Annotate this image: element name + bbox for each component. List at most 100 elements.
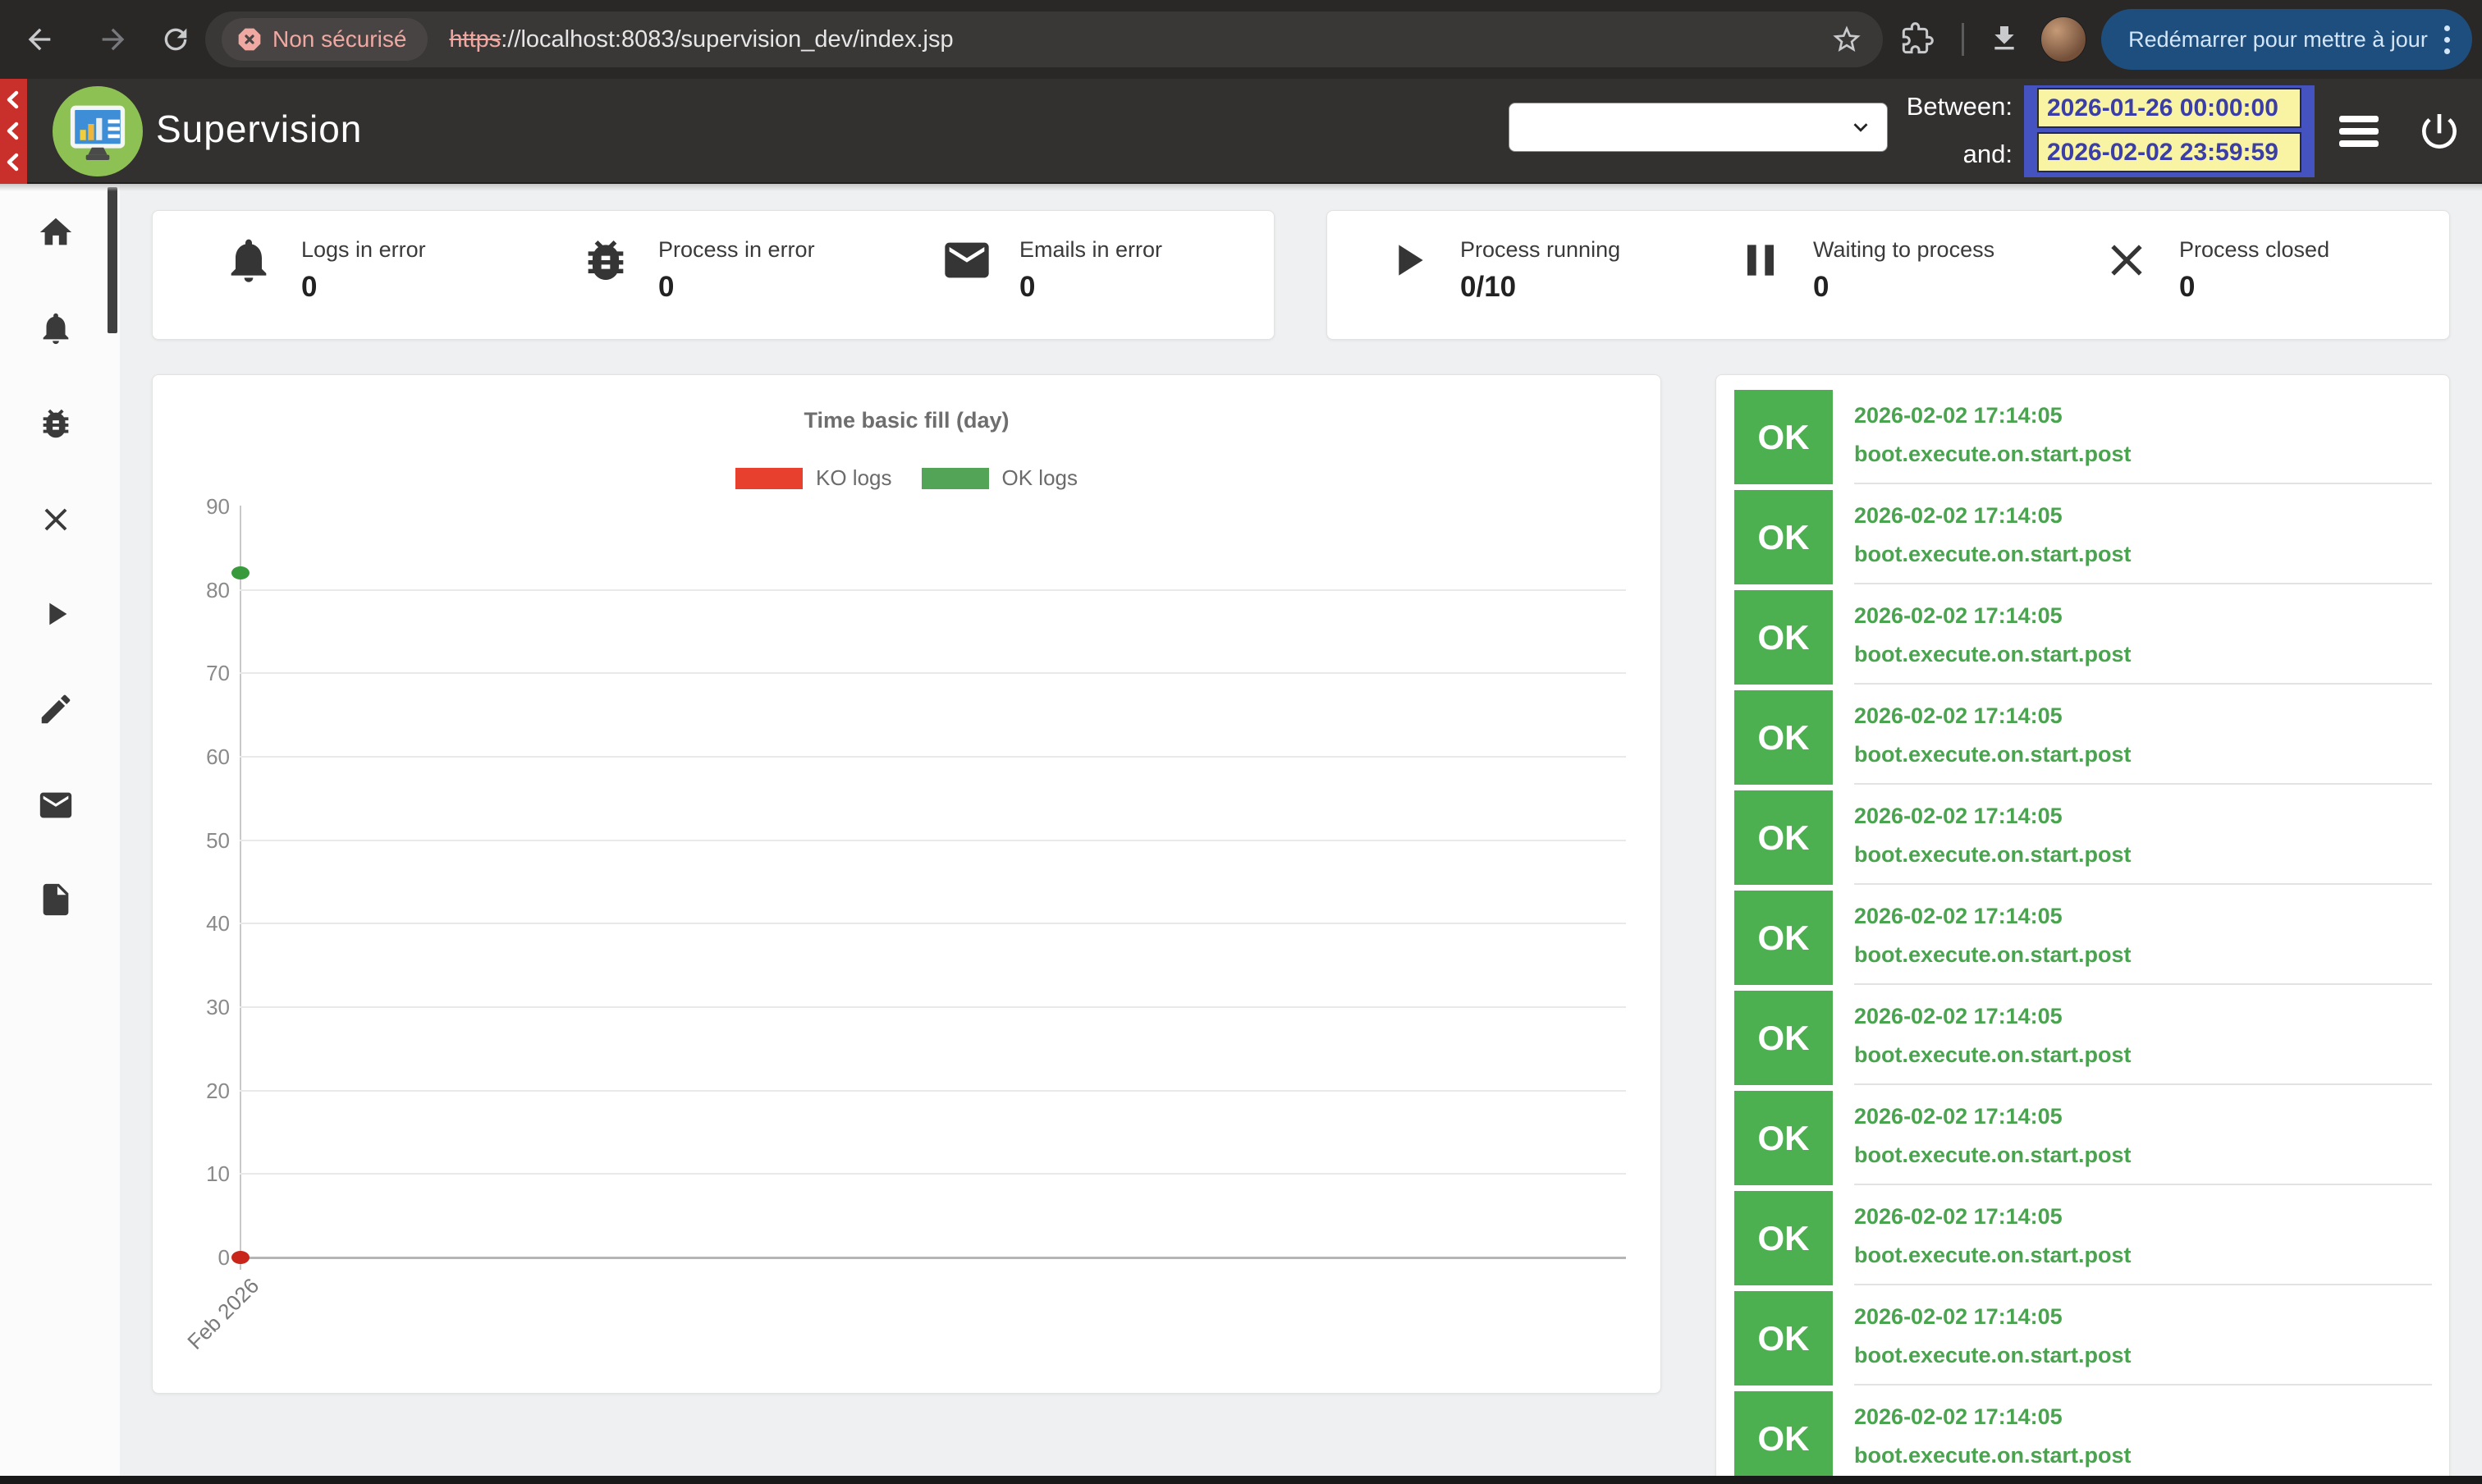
log-rows: OK 2026-02-02 17:14:05 boot.execute.on.sta… <box>1734 390 2432 1483</box>
gridline-0 <box>240 1257 1626 1259</box>
log-content: 2026-02-02 17:14:05 boot.execute.on.start… <box>1854 690 2432 785</box>
status-badge: OK <box>1734 590 1833 685</box>
log-label: boot.execute.on.start.post <box>1854 1042 2132 1067</box>
envelope-icon <box>39 792 72 818</box>
pencil-icon <box>41 694 71 724</box>
log-list-card: OK 2026-02-02 17:14:05 boot.execute.on.sta… <box>1715 374 2450 1484</box>
sidebar-item-closed[interactable] <box>37 501 75 538</box>
bug-icon <box>588 240 624 280</box>
url-rest: ://localhost:8083/supervision_dev/index.… <box>501 25 954 53</box>
gridline-70 <box>240 672 1626 675</box>
sidebar-item-edit[interactable] <box>37 690 75 728</box>
chart-plot: Feb 2026 0 10 20 30 40 50 60 70 80 90 <box>153 375 1660 1393</box>
status-badge: OK <box>1734 891 1833 985</box>
gridline-80 <box>240 589 1626 591</box>
log-timestamp: 2026-02-02 17:14:05 <box>1854 904 2063 928</box>
sidebar-scrollbar[interactable] <box>108 187 117 333</box>
chevron-left-icon <box>7 90 18 109</box>
gridline-20 <box>240 1089 1626 1092</box>
sidebar-item-running[interactable] <box>37 595 75 633</box>
app-header: Supervision Between: and: <box>0 79 2482 184</box>
between-label: Between: <box>1906 92 2013 121</box>
bug-icon <box>43 409 69 438</box>
y-tick-label: 80 <box>206 577 230 602</box>
log-label: boot.execute.on.start.post <box>1854 842 2132 867</box>
logout-power-button[interactable] <box>2416 108 2462 154</box>
window-bottom-edge <box>0 1476 2482 1484</box>
log-row[interactable]: OK 2026-02-02 17:14:05 boot.execute.on.sta… <box>1734 790 2432 891</box>
play-icon <box>49 602 67 625</box>
log-timestamp: 2026-02-02 17:14:05 <box>1854 1304 2063 1329</box>
stat-process-closed: Process closed 0 <box>2100 234 2329 304</box>
bookmark-button[interactable] <box>1830 23 1863 56</box>
log-timestamp: 2026-02-02 17:14:05 <box>1854 503 2063 528</box>
and-label: and: <box>1962 140 2013 168</box>
y-tick-label: 10 <box>206 1161 230 1187</box>
reload-icon <box>164 28 187 51</box>
y-tick-label: 50 <box>206 827 230 853</box>
forward-button[interactable] <box>97 23 130 56</box>
log-row[interactable]: OK 2026-02-02 17:14:05 boot.execute.on.sta… <box>1734 991 2432 1091</box>
app-logo <box>53 86 143 176</box>
play-icon <box>1399 245 1423 276</box>
address-bar[interactable]: Non sécurisé https://localhost:8083/supe… <box>205 11 1883 67</box>
menu-button[interactable] <box>2339 116 2379 147</box>
gridline-40 <box>240 923 1626 925</box>
status-badge: OK <box>1734 690 1833 785</box>
log-row[interactable]: OK 2026-02-02 17:14:05 boot.execute.on.sta… <box>1734 1091 2432 1191</box>
log-label: boot.execute.on.start.post <box>1854 1143 2132 1167</box>
chevron-left-icon <box>7 121 18 140</box>
reload-button[interactable] <box>159 23 192 56</box>
log-label: boot.execute.on.start.post <box>1854 742 2132 767</box>
chart-legend: KO logs OK logs <box>153 465 1660 491</box>
legend-label: OK logs <box>1001 465 1078 490</box>
log-row[interactable]: OK 2026-02-02 17:14:05 boot.execute.on.sta… <box>1734 490 2432 590</box>
date-from-input[interactable] <box>2037 88 2301 128</box>
back-button[interactable] <box>23 23 56 56</box>
legend-swatch <box>921 467 989 489</box>
file-icon <box>43 883 69 916</box>
sidebar-item-home[interactable] <box>37 213 75 251</box>
toolbar-divider <box>1962 23 1964 56</box>
log-label: boot.execute.on.start.post <box>1854 1243 2132 1267</box>
scope-select[interactable] <box>1509 103 1888 152</box>
log-content: 2026-02-02 17:14:05 boot.execute.on.start… <box>1854 891 2432 985</box>
y-tick-label: 30 <box>206 995 230 1019</box>
log-timestamp: 2026-02-02 17:14:05 <box>1854 603 2063 628</box>
downloads-button[interactable] <box>1988 22 2021 55</box>
collapse-strip[interactable] <box>0 79 27 184</box>
log-row[interactable]: OK 2026-02-02 17:14:05 boot.execute.on.sta… <box>1734 1191 2432 1291</box>
stat-process-running: Process running 0/10 <box>1381 234 1620 304</box>
relaunch-update-button[interactable]: Redémarrer pour mettre à jour <box>2101 9 2472 70</box>
security-chip[interactable]: Non sécurisé <box>222 18 428 61</box>
log-timestamp: 2026-02-02 17:14:05 <box>1854 804 2063 828</box>
y-tick-label: 40 <box>206 911 230 937</box>
log-timestamp: 2026-02-02 17:14:05 <box>1854 703 2063 728</box>
y-axis <box>240 506 241 1270</box>
download-icon <box>1994 26 2014 50</box>
sidebar-item-emails[interactable] <box>37 786 75 824</box>
page-title: Supervision <box>156 108 363 150</box>
log-row[interactable]: OK 2026-02-02 17:14:05 boot.execute.on.sta… <box>1734 590 2432 690</box>
legend-swatch <box>735 467 803 489</box>
stat-label: Process in error <box>658 237 815 262</box>
stat-logs-in-error: Logs in error 0 <box>222 234 426 304</box>
log-label: boot.execute.on.start.post <box>1854 942 2132 967</box>
log-row[interactable]: OK 2026-02-02 17:14:05 boot.execute.on.sta… <box>1734 1291 2432 1391</box>
browser-menu-icon[interactable] <box>2443 25 2450 54</box>
log-row[interactable]: OK 2026-02-02 17:14:05 boot.execute.on.sta… <box>1734 1391 2432 1483</box>
date-to-input[interactable] <box>2037 132 2301 172</box>
profile-avatar[interactable] <box>2040 16 2086 62</box>
bell-icon <box>231 239 267 282</box>
stat-label: Process closed <box>2179 237 2330 262</box>
sidebar-item-alerts[interactable] <box>37 309 75 347</box>
log-content: 2026-02-02 17:14:05 boot.execute.on.start… <box>1854 1391 2432 1483</box>
log-row[interactable]: OK 2026-02-02 17:14:05 boot.execute.on.sta… <box>1734 390 2432 490</box>
y-tick-label: 70 <box>206 661 230 686</box>
extensions-button[interactable] <box>1901 22 1934 55</box>
log-row[interactable]: OK 2026-02-02 17:14:05 boot.execute.on.sta… <box>1734 690 2432 790</box>
log-row[interactable]: OK 2026-02-02 17:14:05 boot.execute.on.sta… <box>1734 891 2432 991</box>
stat-label: Waiting to process <box>1813 237 1995 262</box>
sidebar-item-errors[interactable] <box>37 405 75 442</box>
sidebar-item-documents[interactable] <box>37 881 75 918</box>
